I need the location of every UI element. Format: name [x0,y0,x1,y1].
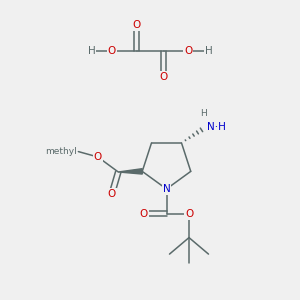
Text: O: O [185,208,193,219]
Text: O: O [94,152,102,162]
Text: O: O [184,46,192,56]
Text: O: O [132,20,141,30]
Text: methyl: methyl [45,147,77,156]
Text: O: O [159,72,168,82]
Text: N·H: N·H [207,122,226,132]
Polygon shape [118,169,142,174]
Text: N: N [163,184,170,194]
Text: H: H [88,46,95,56]
Text: H: H [205,46,212,56]
Text: O: O [140,208,148,219]
Text: O: O [108,46,116,56]
Text: H: H [201,109,207,118]
Text: O: O [107,190,116,200]
